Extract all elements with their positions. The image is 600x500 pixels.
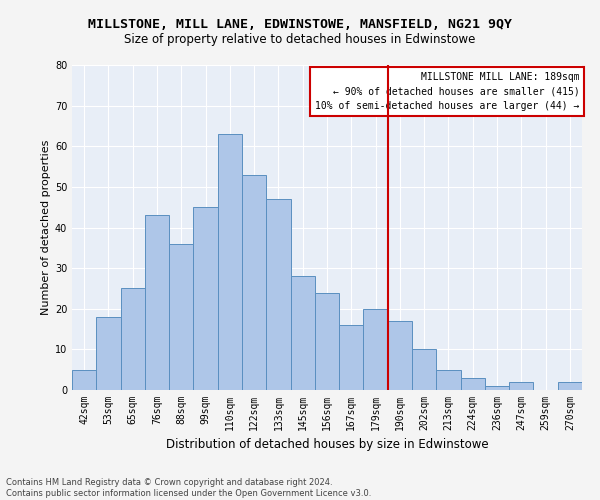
Text: MILLSTONE, MILL LANE, EDWINSTOWE, MANSFIELD, NG21 9QY: MILLSTONE, MILL LANE, EDWINSTOWE, MANSFI…	[88, 18, 512, 30]
Bar	[412, 350, 436, 390]
Bar	[193, 207, 218, 390]
Bar	[290, 276, 315, 390]
Bar	[96, 317, 121, 390]
Text: MILLSTONE MILL LANE: 189sqm
← 90% of detached houses are smaller (415)
10% of se: MILLSTONE MILL LANE: 189sqm ← 90% of det…	[315, 72, 580, 111]
Bar	[485, 386, 509, 390]
Bar	[339, 325, 364, 390]
Bar	[558, 382, 582, 390]
Bar	[364, 308, 388, 390]
Bar	[218, 134, 242, 390]
Bar	[315, 292, 339, 390]
Bar	[509, 382, 533, 390]
Bar	[169, 244, 193, 390]
X-axis label: Distribution of detached houses by size in Edwinstowe: Distribution of detached houses by size …	[166, 438, 488, 452]
Bar	[242, 174, 266, 390]
Bar	[145, 216, 169, 390]
Bar	[461, 378, 485, 390]
Bar	[72, 370, 96, 390]
Bar	[388, 321, 412, 390]
Bar	[266, 199, 290, 390]
Bar	[436, 370, 461, 390]
Bar	[121, 288, 145, 390]
Text: Contains HM Land Registry data © Crown copyright and database right 2024.
Contai: Contains HM Land Registry data © Crown c…	[6, 478, 371, 498]
Text: Size of property relative to detached houses in Edwinstowe: Size of property relative to detached ho…	[124, 32, 476, 46]
Y-axis label: Number of detached properties: Number of detached properties	[41, 140, 50, 315]
